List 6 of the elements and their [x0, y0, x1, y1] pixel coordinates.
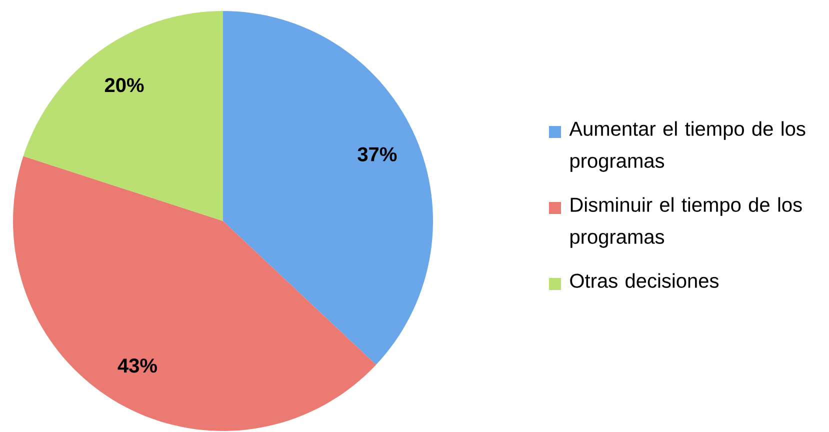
data-label: 20% — [104, 78, 144, 92]
legend-label: Otras decisiones — [570, 273, 719, 288]
legend-label: Aumentar el tiempo de los programas — [569, 121, 806, 172]
data-label: 37% — [358, 147, 397, 162]
legend-label: Disminuir el tiempo de los programas — [570, 197, 802, 248]
data-label: 43% — [118, 358, 157, 373]
